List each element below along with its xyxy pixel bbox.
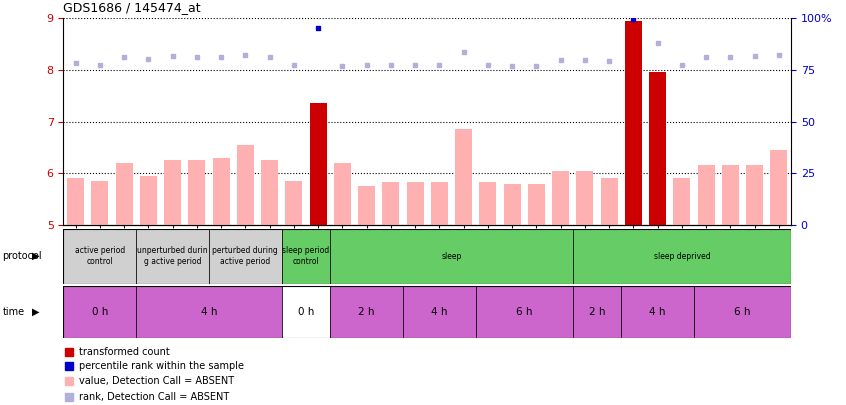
Bar — [403, 286, 475, 338]
Text: sleep period
control: sleep period control — [283, 247, 330, 266]
Bar — [91, 181, 108, 225]
Bar — [475, 286, 573, 338]
Bar — [136, 229, 209, 284]
Bar — [698, 165, 715, 225]
Text: value, Detection Call = ABSENT: value, Detection Call = ABSENT — [80, 376, 234, 386]
Bar — [573, 229, 791, 284]
Bar — [136, 286, 282, 338]
Bar — [330, 229, 573, 284]
Text: rank, Detection Call = ABSENT: rank, Detection Call = ABSENT — [80, 392, 230, 403]
Bar — [573, 286, 621, 338]
Text: unperturbed durin
g active period: unperturbed durin g active period — [137, 247, 208, 266]
Text: perturbed during
active period: perturbed during active period — [212, 247, 278, 266]
Text: ▶: ▶ — [32, 307, 40, 317]
Text: percentile rank within the sample: percentile rank within the sample — [80, 361, 244, 371]
Bar — [694, 286, 791, 338]
Bar — [189, 160, 206, 225]
Text: 4 h: 4 h — [650, 307, 666, 317]
Bar — [601, 178, 618, 225]
Bar — [334, 163, 351, 225]
Bar — [625, 21, 642, 225]
Text: 6 h: 6 h — [734, 307, 750, 317]
Bar — [746, 165, 763, 225]
Bar — [576, 171, 593, 225]
Text: transformed count: transformed count — [80, 347, 170, 357]
Text: protocol: protocol — [3, 251, 42, 261]
Bar — [282, 286, 330, 338]
Bar — [771, 150, 788, 225]
Text: sleep: sleep — [442, 252, 462, 261]
Bar — [164, 160, 181, 225]
Bar — [330, 286, 403, 338]
Text: 4 h: 4 h — [201, 307, 217, 317]
Bar — [649, 72, 666, 225]
Text: 6 h: 6 h — [516, 307, 532, 317]
Bar — [431, 182, 448, 225]
Text: sleep deprived: sleep deprived — [654, 252, 710, 261]
Bar — [722, 165, 739, 225]
Text: active period
control: active period control — [74, 247, 125, 266]
Bar — [63, 286, 136, 338]
Bar — [237, 145, 254, 225]
Bar — [528, 185, 545, 225]
Bar — [116, 163, 133, 225]
Bar — [621, 286, 694, 338]
Text: 4 h: 4 h — [431, 307, 448, 317]
Bar — [407, 182, 424, 225]
Bar — [358, 186, 375, 225]
Bar — [552, 171, 569, 225]
Bar — [209, 229, 282, 284]
Text: GDS1686 / 145474_at: GDS1686 / 145474_at — [63, 1, 201, 14]
Text: 0 h: 0 h — [91, 307, 108, 317]
Bar — [310, 103, 327, 225]
Text: 0 h: 0 h — [298, 307, 314, 317]
Bar — [455, 129, 472, 225]
Bar — [63, 229, 136, 284]
Bar — [480, 182, 497, 225]
Bar — [503, 185, 520, 225]
Bar — [212, 158, 229, 225]
Bar — [285, 181, 302, 225]
Text: 2 h: 2 h — [589, 307, 605, 317]
Text: 2 h: 2 h — [359, 307, 375, 317]
Bar — [382, 182, 399, 225]
Bar — [67, 178, 84, 225]
Text: time: time — [3, 307, 25, 317]
Bar — [261, 160, 278, 225]
Bar — [140, 176, 157, 225]
Text: ▶: ▶ — [32, 251, 40, 261]
Bar — [673, 178, 690, 225]
Bar — [282, 229, 330, 284]
